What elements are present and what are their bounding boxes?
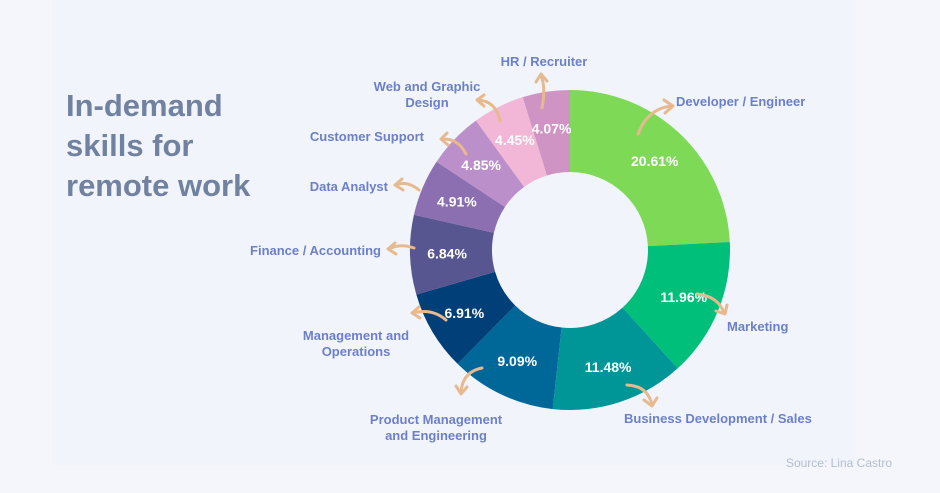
chart-title-line-3: remote work [66, 168, 251, 203]
percent-label-data-analyst: 4.91% [437, 194, 477, 210]
source-credit: Source: Lina Castro [785, 456, 892, 470]
arrows-layer [386, 72, 729, 408]
arrow-hr-recruiter [534, 72, 549, 110]
slice-finance-accounting [409, 214, 496, 295]
category-label-data-analyst: Data Analyst [310, 179, 389, 194]
chart-title-line-2: skills for [66, 128, 194, 163]
chart-title-line-1: In-demand [66, 88, 223, 123]
slice-product-management-and-engineering [457, 305, 562, 410]
slice-hr-recruiter [522, 90, 570, 176]
slice-business-development-sales [552, 307, 678, 411]
arrow-finance-accounting [386, 241, 416, 256]
percent-labels-layer: 20.61% 11.96% 11.48% 9.09% 6.91% 6.84% 4.91% 4.… [427, 120, 707, 375]
category-label-developer-engineer: Developer / Engineer [676, 94, 805, 109]
arrow-customer-support [439, 131, 468, 156]
category-label-hr-recruiter: HR / Recruiter [501, 54, 588, 69]
arrow-developer-engineer [636, 98, 675, 136]
category-label-finance-accounting: Finance / Accounting [250, 243, 381, 258]
slices-layer [409, 90, 731, 411]
category-label-web-and-graphic-design: Web and Graphic Design [374, 79, 481, 110]
slice-web-and-graphic-design [475, 97, 547, 187]
arrow-product-management-and-engineering [454, 366, 484, 396]
arrow-marketing [695, 292, 729, 316]
arrow-data-analyst [393, 177, 421, 192]
arrow-management-and-operations [410, 305, 448, 322]
category-label-product-management-and-engineering: Product Management and Engineering [370, 412, 503, 443]
slice-marketing [622, 241, 731, 369]
category-label-management-and-operations: Management and Operations [303, 328, 409, 359]
percent-label-finance-accounting: 6.84% [427, 246, 467, 262]
percent-label-business-development-sales: 11.48% [585, 359, 632, 375]
category-label-marketing: Marketing [727, 319, 788, 334]
arrow-web-and-graphic-design [475, 93, 502, 123]
percent-label-marketing: 11.96% [660, 289, 707, 305]
slice-data-analyst [413, 161, 505, 233]
category-label-business-development-sales: Business Development / Sales [624, 411, 812, 426]
slice-developer-engineer [570, 90, 730, 247]
percent-label-hr-recruiter: 4.07% [532, 120, 572, 136]
arrow-business-development-sales [625, 383, 659, 408]
slice-management-and-operations [416, 271, 516, 364]
percent-label-web-and-graphic-design: 4.45% [495, 132, 535, 148]
category-labels-layer: Developer / Engineer Marketing Business De… [250, 54, 812, 443]
percent-label-management-and-operations: 6.91% [444, 305, 484, 321]
chart-title: In-demand skills for remote work [66, 86, 296, 206]
percent-label-product-management-and-engineering: 9.09% [497, 353, 537, 369]
percent-label-customer-support: 4.85% [461, 157, 501, 173]
percent-label-developer-engineer: 20.61% [631, 153, 679, 169]
category-label-customer-support: Customer Support [310, 129, 425, 144]
